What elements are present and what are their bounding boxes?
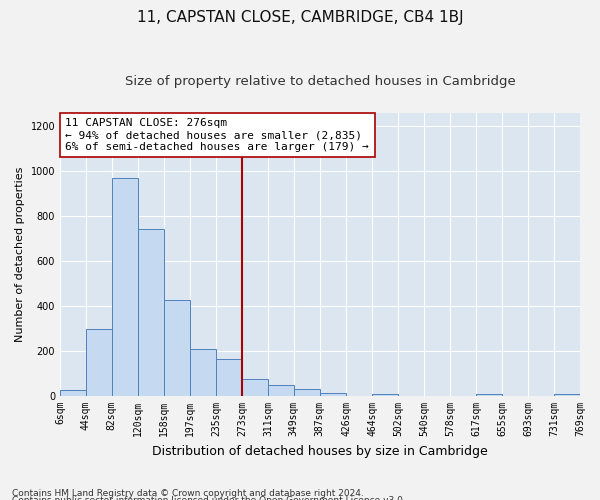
Bar xyxy=(476,394,502,396)
Bar xyxy=(372,394,398,396)
Bar xyxy=(242,379,268,396)
Bar xyxy=(294,389,320,396)
Text: Contains public sector information licensed under the Open Government Licence v3: Contains public sector information licen… xyxy=(12,496,406,500)
Bar xyxy=(138,228,164,396)
Text: 11 CAPSTAN CLOSE: 276sqm
← 94% of detached houses are smaller (2,835)
6% of semi: 11 CAPSTAN CLOSE: 276sqm ← 94% of detach… xyxy=(65,118,369,152)
Bar xyxy=(164,300,190,396)
Bar xyxy=(216,359,242,396)
Bar xyxy=(190,349,216,396)
X-axis label: Distribution of detached houses by size in Cambridge: Distribution of detached houses by size … xyxy=(152,444,488,458)
Bar xyxy=(86,328,112,396)
Bar xyxy=(60,390,86,396)
Bar xyxy=(112,178,138,396)
Y-axis label: Number of detached properties: Number of detached properties xyxy=(15,166,25,342)
Text: Contains HM Land Registry data © Crown copyright and database right 2024.: Contains HM Land Registry data © Crown c… xyxy=(12,488,364,498)
Bar xyxy=(320,392,346,396)
Bar xyxy=(554,394,580,396)
Bar xyxy=(268,385,294,396)
Title: Size of property relative to detached houses in Cambridge: Size of property relative to detached ho… xyxy=(125,75,515,88)
Text: 11, CAPSTAN CLOSE, CAMBRIDGE, CB4 1BJ: 11, CAPSTAN CLOSE, CAMBRIDGE, CB4 1BJ xyxy=(137,10,463,25)
